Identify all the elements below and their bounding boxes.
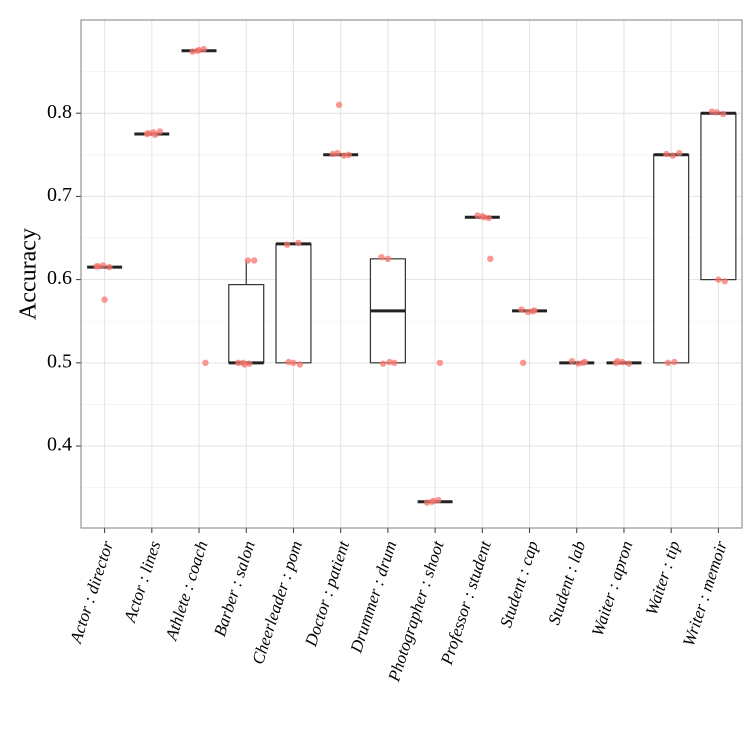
point [156,128,164,135]
x-tick-label: Writer : memoir [679,538,731,648]
point [335,101,343,109]
x-tick-label: Actor : lines [120,538,164,625]
point [715,276,722,283]
point [386,358,393,366]
box [275,243,312,364]
point [95,263,102,270]
point [378,253,385,261]
point [614,357,621,365]
point [435,496,442,504]
point [244,257,252,264]
point [664,359,672,367]
y-tick-label: 0.4 [47,434,72,456]
point [708,108,716,115]
point [379,360,387,367]
x-tick-label: Student : lab [544,539,589,628]
point [101,296,108,303]
x-tick-label: Student : cap [496,539,542,630]
y-tick-label: 0.5 [47,350,72,372]
point [430,497,437,505]
point [480,214,488,221]
y-tick-label: 0.7 [47,184,72,206]
point [436,359,444,367]
point [251,257,258,264]
x-tick-label: Actor : director [66,538,117,646]
point [189,48,196,55]
point [241,361,248,368]
point [334,149,341,157]
point [485,214,492,222]
point [575,360,582,367]
point [474,212,481,219]
point [296,361,304,368]
point [295,239,302,247]
point [671,358,678,366]
point [340,152,348,159]
point [663,150,670,158]
point [423,499,431,506]
point [99,262,107,269]
x-tick-label: Barber : salon [210,539,259,639]
point [200,45,208,53]
point [106,263,113,271]
x-tick-label: Doctor : patient [301,537,354,649]
point [518,306,525,313]
y-tick-label: 0.8 [47,101,72,123]
point [235,359,242,367]
point [669,152,676,159]
point [519,359,527,367]
point [329,150,336,158]
point [384,255,392,263]
point [145,129,152,137]
point [721,278,728,285]
point [625,360,632,367]
point [151,131,159,139]
point [719,110,727,118]
x-tick-label: Athlete : coach [161,539,211,644]
x-tick-label: Cheerleader : pom [248,539,306,667]
y-tick-label: 0.6 [47,267,72,289]
point [345,151,352,159]
point [246,360,253,367]
point [290,359,297,367]
x-tick-label: Professor : student [437,537,496,667]
panel-border [80,19,743,529]
box [653,154,690,364]
point [581,358,588,366]
point [524,308,532,316]
point [487,255,494,263]
point [675,149,683,157]
point [202,359,209,367]
box [228,284,265,364]
point [195,46,203,54]
point [713,109,720,116]
point [619,358,626,366]
point [568,357,576,365]
y-axis-label: Accuracy [16,228,42,320]
x-tick-label: Drummer : drum [346,539,400,656]
point [285,358,292,366]
box [700,112,737,281]
point [283,241,291,248]
x-tick-label: Waiter : tip [642,539,684,618]
point [391,359,398,367]
x-tick-label: Waiter : apron [588,539,637,639]
point [531,307,538,314]
